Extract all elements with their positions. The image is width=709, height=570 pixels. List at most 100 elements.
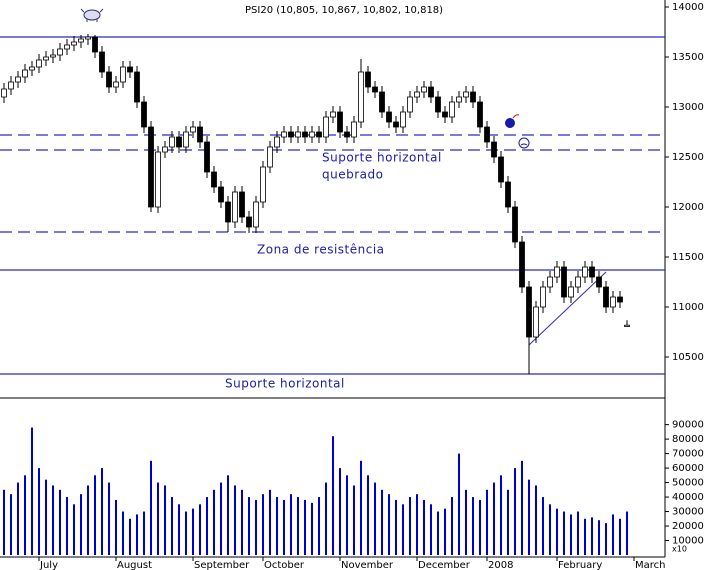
candle-body <box>295 131 301 138</box>
volume-bar <box>416 494 418 555</box>
volume-bar <box>31 427 33 555</box>
candle-body <box>449 101 455 118</box>
candle-body <box>281 131 287 138</box>
volume-bar <box>332 436 334 555</box>
candle-body <box>442 111 448 118</box>
candle-body <box>288 131 294 138</box>
candle-body <box>22 69 28 78</box>
volume-bar <box>290 494 292 555</box>
candle-body <box>589 266 595 278</box>
volume-bar <box>87 485 89 555</box>
volume-bar <box>493 482 495 555</box>
candle-body <box>106 71 112 88</box>
candle-body <box>491 141 497 158</box>
candle-body <box>246 216 252 228</box>
volume-tick-label: 90000 <box>672 420 704 431</box>
candle-body <box>211 171 217 188</box>
volume-bar <box>94 475 96 555</box>
candle-body <box>253 201 259 228</box>
candle-body <box>85 36 91 40</box>
candle-body <box>393 121 399 128</box>
y-tick-label: 12500 <box>672 152 704 163</box>
volume-bar <box>24 475 26 555</box>
volume-unit-label: x10 <box>672 545 687 554</box>
volume-tick-label: 30000 <box>672 507 704 518</box>
volume-bar <box>178 504 180 555</box>
volume-bar <box>269 489 271 555</box>
y-tick-label: 11000 <box>672 302 704 313</box>
volume-bar <box>143 511 145 555</box>
candle-body <box>134 71 140 103</box>
candle-body <box>407 96 413 113</box>
candle-body <box>477 101 483 128</box>
candle-body <box>484 126 490 143</box>
bull-icon <box>80 8 104 22</box>
volume-bar <box>17 482 19 555</box>
candle-body <box>36 59 42 68</box>
volume-tick-label: 10000 <box>672 536 704 547</box>
y-tick-label: 13000 <box>672 102 704 113</box>
volume-bar <box>38 468 40 555</box>
candle-body <box>218 186 224 203</box>
candle-body <box>519 241 525 288</box>
candle-body <box>302 131 308 138</box>
volume-bar <box>353 485 355 555</box>
candle-body <box>456 96 462 103</box>
volume-bar <box>584 518 586 555</box>
volume-bar <box>213 489 215 555</box>
volume-bar <box>220 482 222 555</box>
volume-bar <box>248 497 250 555</box>
volume-tick-label: 70000 <box>672 449 704 460</box>
candle-body <box>169 136 175 148</box>
candle-body <box>575 276 581 288</box>
volume-bar <box>115 499 117 555</box>
volume-bar <box>234 485 236 555</box>
annotation: Suporte horizontal <box>225 377 345 391</box>
candle-body <box>547 276 553 288</box>
volume-bar <box>262 494 264 555</box>
x-tick-label: 2008 <box>488 560 513 570</box>
y-tick-label: 10500 <box>672 352 704 363</box>
volume-bar <box>619 518 621 555</box>
volume-bar <box>465 489 467 555</box>
x-tick-label: March <box>635 560 665 570</box>
volume-bar <box>458 453 460 555</box>
volume-tick-label: 20000 <box>672 521 704 532</box>
x-tick-label: February <box>558 560 602 570</box>
volume-bar <box>52 485 54 555</box>
volume-bar <box>570 514 572 555</box>
candle-body <box>309 131 315 138</box>
volume-bar <box>528 479 530 555</box>
candle-body <box>190 126 196 133</box>
candle-body <box>505 181 511 208</box>
volume-bar <box>325 482 327 555</box>
candle-body <box>498 156 504 183</box>
volume-bar <box>276 497 278 555</box>
candle-body <box>386 111 392 123</box>
volume-bar <box>346 475 348 555</box>
volume-bar <box>437 511 439 555</box>
volume-bar <box>388 494 390 555</box>
volume-bar <box>311 502 313 555</box>
candle-body <box>148 126 154 208</box>
candle-body <box>162 146 168 153</box>
volume-bar <box>479 499 481 555</box>
volume-bar <box>423 499 425 555</box>
volume-bar <box>59 489 61 555</box>
candle-body <box>372 86 378 93</box>
candle-body <box>617 296 623 303</box>
candle-body <box>239 191 245 218</box>
candle-body <box>176 136 182 148</box>
volume-bar <box>3 489 5 555</box>
x-tick-label: July <box>39 560 58 570</box>
chart-title: PSI20 (10,805, 10,867, 10,802, 10,818) <box>245 5 443 16</box>
volume-bar <box>556 508 558 555</box>
volume-bar <box>472 497 474 555</box>
candle-body <box>29 66 35 71</box>
candle-body <box>379 91 385 113</box>
volume-bar <box>612 514 614 555</box>
y-tick-label: 14000 <box>672 2 704 13</box>
candle-body <box>582 266 588 278</box>
candle-body <box>561 266 567 298</box>
